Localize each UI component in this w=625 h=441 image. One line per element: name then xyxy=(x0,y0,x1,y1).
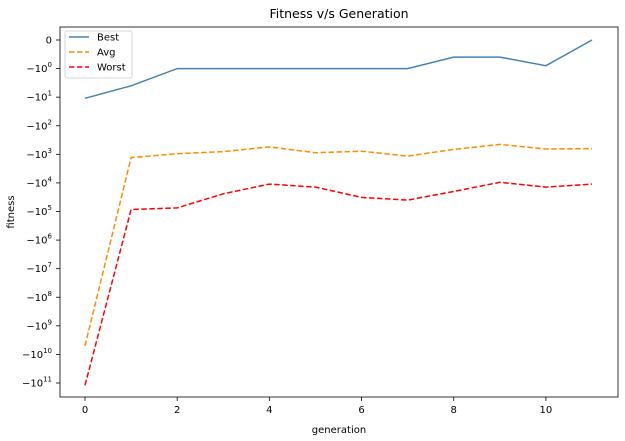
y-tick-label: −1010 xyxy=(22,347,52,361)
legend: Best Avg Worst xyxy=(64,30,133,79)
y-tick-label: −1011 xyxy=(22,376,52,390)
y-tick-label: −108 xyxy=(26,290,52,304)
y-tick-label: −104 xyxy=(26,175,52,189)
plot-frame xyxy=(59,26,619,398)
y-axis: 0 −100 −101 −102 −103 −104 −105 −106 −107 −108 −10… xyxy=(22,36,60,390)
y-tick-label: −107 xyxy=(26,261,52,275)
y-tick-label: −105 xyxy=(26,204,52,218)
legend-label-best: Best xyxy=(97,33,119,44)
y-tick-label: −101 xyxy=(26,90,52,104)
y-tick-label: −109 xyxy=(26,318,52,332)
y-tick-label: −103 xyxy=(26,147,52,161)
y-axis-label: fitness xyxy=(6,195,17,228)
series-line-worst xyxy=(84,181,593,386)
y-tick-label: −106 xyxy=(26,233,52,247)
x-tick-label: 0 xyxy=(82,405,88,416)
series-lines xyxy=(84,39,593,386)
x-axis: 0 2 4 6 8 10 xyxy=(82,397,552,416)
x-tick-label: 8 xyxy=(451,405,457,416)
legend-label-worst: Worst xyxy=(97,63,126,74)
x-tick-label: 6 xyxy=(358,405,364,416)
x-tick-label: 2 xyxy=(174,405,180,416)
series-line-avg xyxy=(84,143,593,346)
y-tick-label: −100 xyxy=(26,61,52,75)
y-tick-label: −102 xyxy=(26,118,52,132)
x-axis-label: generation xyxy=(312,425,366,436)
series-line-best xyxy=(84,39,593,100)
y-tick-label: 0 xyxy=(46,36,52,47)
legend-label-avg: Avg xyxy=(97,48,116,59)
chart-title: Fitness v/s Generation xyxy=(269,6,408,21)
x-tick-label: 10 xyxy=(540,405,553,416)
x-tick-label: 4 xyxy=(266,405,272,416)
